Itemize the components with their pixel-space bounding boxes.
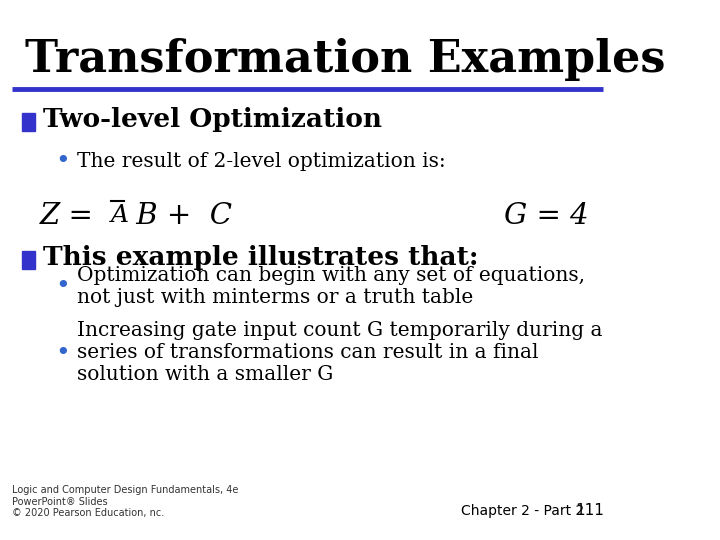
Text: A: A	[111, 205, 129, 227]
Text: •: •	[55, 341, 70, 364]
Text: Two-level Optimization: Two-level Optimization	[43, 107, 382, 132]
Text: This example illustrates that:: This example illustrates that:	[43, 245, 479, 270]
Text: G = 4: G = 4	[505, 202, 589, 230]
Text: Logic and Computer Design Fundamentals, 4e
PowerPoint® Slides
© 2020 Pearson Edu: Logic and Computer Design Fundamentals, …	[12, 485, 238, 518]
Text: Chapter 2 - Part 2: Chapter 2 - Part 2	[462, 504, 585, 518]
Text: 111: 111	[575, 503, 604, 518]
Bar	[22, 113, 35, 131]
Text: Z =: Z =	[40, 202, 103, 230]
Text: Increasing gate input count G temporarily during a
series of transformations can: Increasing gate input count G temporaril…	[77, 321, 603, 384]
Text: The result of 2-level optimization is:: The result of 2-level optimization is:	[77, 152, 446, 171]
Text: B +  C: B + C	[127, 202, 232, 230]
Text: •: •	[55, 274, 70, 298]
Text: •: •	[55, 150, 70, 173]
Bar	[22, 251, 35, 269]
Text: Transformation Examples: Transformation Examples	[24, 38, 665, 81]
Text: Optimization can begin with any set of equations,
not just with minterms or a tr: Optimization can begin with any set of e…	[77, 266, 585, 307]
